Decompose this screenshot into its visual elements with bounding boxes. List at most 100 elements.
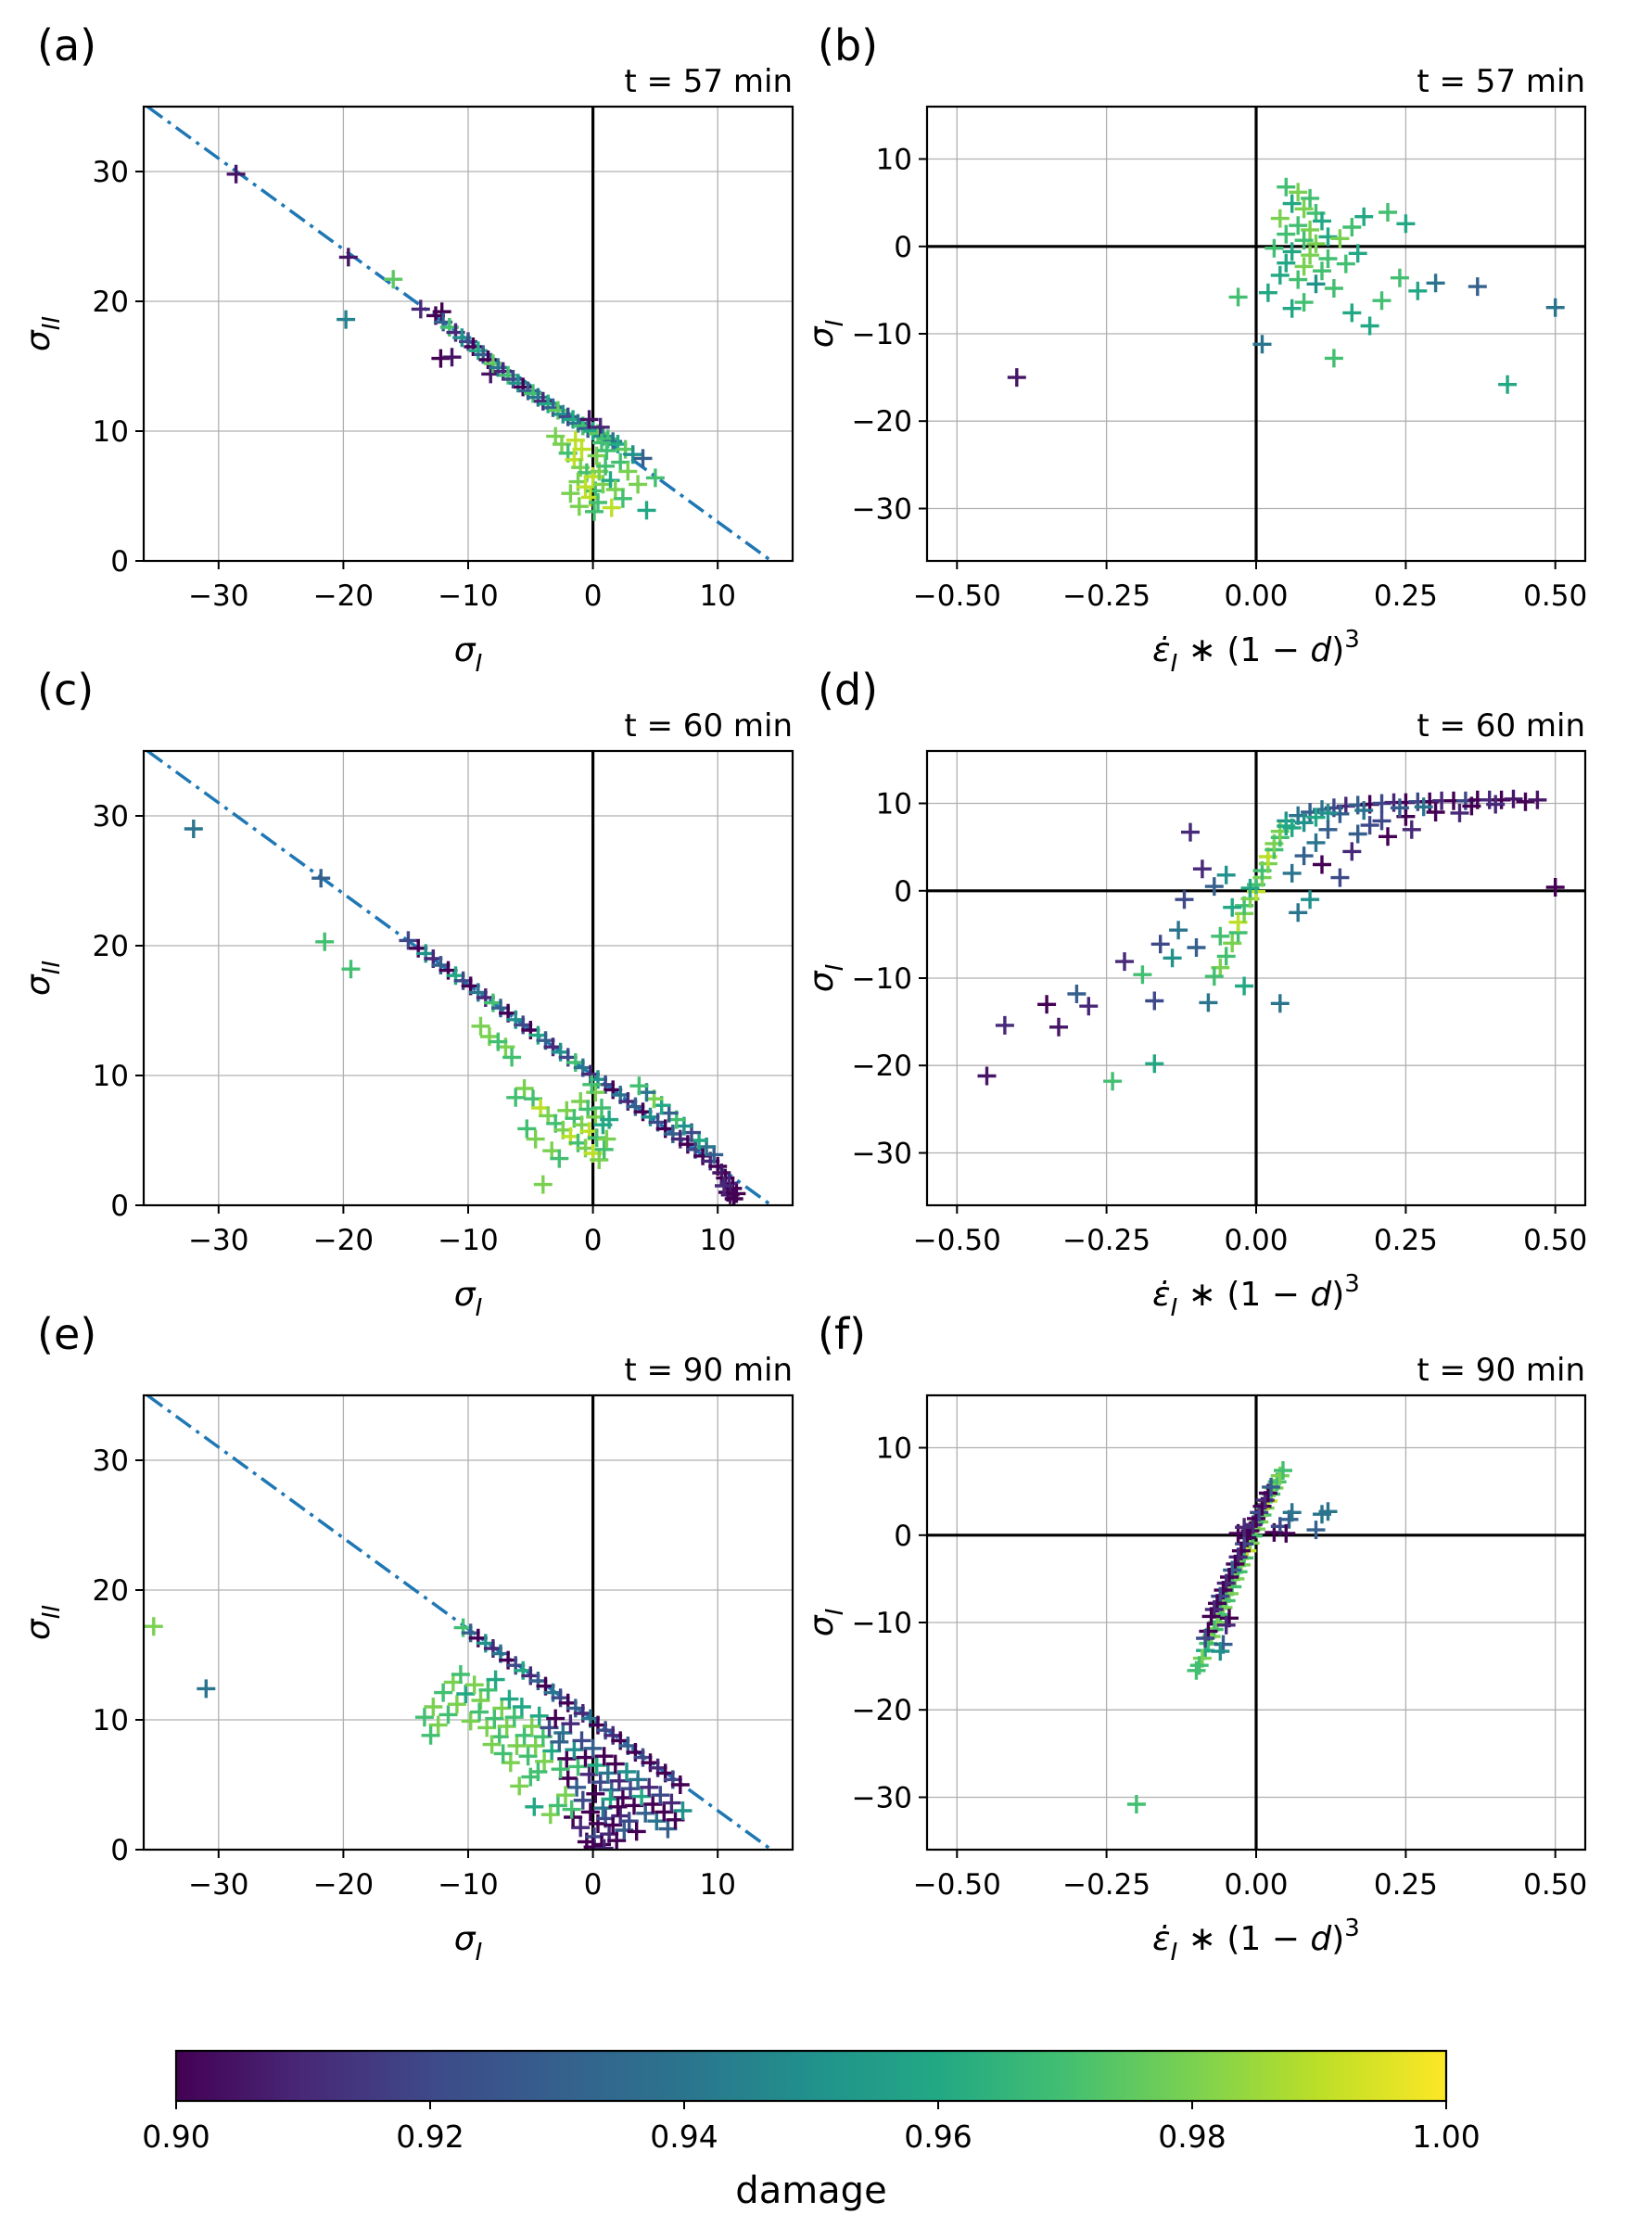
panel-e-ylabel: σII	[19, 1605, 66, 1640]
data-point	[1277, 817, 1296, 835]
colorbar-label: damage	[735, 2170, 886, 2212]
data-point	[586, 1784, 605, 1803]
data-point	[590, 1151, 609, 1169]
x-tick-label: −30	[188, 1868, 248, 1902]
data-point	[561, 484, 580, 503]
data-point	[1528, 790, 1547, 809]
data-point	[424, 1698, 443, 1716]
data-point	[1204, 967, 1224, 986]
data-point	[1318, 1502, 1338, 1521]
data-point	[1306, 833, 1326, 852]
y-tick-label: 0	[110, 1834, 129, 1867]
data-point	[565, 430, 585, 450]
panel-f-points	[1126, 1461, 1338, 1813]
data-point	[1196, 1629, 1215, 1648]
data-point	[1396, 214, 1416, 234]
panel-f: −0.50 −0.25 0.00 0.25 0.50 −30 −20 −10 0 10 t = 90…	[803, 1309, 1587, 1966]
panel-d-title: t = 60 min	[1417, 707, 1585, 744]
data-point	[1360, 816, 1379, 835]
panel-d-letter: (d)	[818, 665, 878, 715]
data-point	[651, 1786, 670, 1805]
panel-e-title: t = 90 min	[624, 1352, 793, 1389]
data-point	[1294, 293, 1314, 312]
data-point	[1079, 997, 1099, 1016]
colorbar-tick-label: 0.92	[396, 2119, 464, 2155]
data-point	[1504, 789, 1523, 808]
data-point	[1103, 1072, 1123, 1091]
data-point	[727, 1184, 746, 1203]
data-point	[548, 1796, 567, 1815]
data-point	[627, 1822, 646, 1841]
data-point	[1274, 1461, 1292, 1480]
data-point	[583, 1738, 603, 1758]
panel-b-points	[1007, 177, 1565, 394]
data-point	[1067, 985, 1087, 1003]
x-tick-label: −0.25	[1062, 1224, 1150, 1257]
y-tick-label: 10	[876, 144, 912, 177]
data-point	[1516, 792, 1535, 811]
x-tick-label: 10	[699, 1868, 735, 1902]
data-point	[338, 248, 358, 267]
data-point	[1289, 216, 1308, 235]
data-point	[451, 1665, 470, 1684]
data-point	[645, 468, 665, 488]
data-point	[1282, 299, 1302, 318]
data-point	[1282, 1503, 1302, 1522]
data-point	[1318, 803, 1338, 822]
x-tick-label: 0	[584, 1868, 603, 1902]
data-point	[613, 489, 632, 508]
yield-curve-line	[146, 1395, 773, 1850]
data-point	[1294, 199, 1314, 219]
x-tick-label: −30	[188, 579, 248, 613]
data-point	[1192, 859, 1212, 879]
data-point	[493, 1744, 513, 1763]
data-point	[1414, 797, 1433, 817]
data-point	[1235, 976, 1254, 996]
data-point	[618, 462, 638, 481]
data-point	[561, 1714, 580, 1734]
panel-a: −30 −20 −10 0 10 0 10 20 30 t = 57 min (a) σI σII	[19, 20, 794, 678]
data-point	[1545, 298, 1565, 317]
data-point	[311, 869, 331, 888]
data-point	[1342, 842, 1362, 861]
panel-b: −0.50 −0.25 0.00 0.25 0.50 −30 −20 −10 0 10 t = 57…	[803, 20, 1587, 678]
y-tick-label: −20	[852, 1050, 912, 1083]
x-tick-label: 10	[699, 579, 735, 613]
data-point	[562, 1800, 581, 1819]
colorbar: 0.90 0.92 0.94 0.96 0.98 1.00 damage	[142, 2049, 1480, 2212]
data-point	[1306, 274, 1326, 294]
data-point	[550, 1149, 569, 1168]
data-point	[977, 1066, 997, 1086]
data-point	[1450, 803, 1469, 822]
data-point	[1277, 253, 1296, 273]
data-point	[184, 820, 203, 838]
data-point	[591, 417, 610, 437]
y-tick-label: −10	[852, 1607, 912, 1640]
x-tick-label: −20	[313, 1224, 374, 1257]
data-point	[521, 1767, 540, 1787]
y-tick-label: 30	[93, 800, 129, 834]
data-point	[315, 932, 335, 951]
data-point	[1199, 993, 1218, 1012]
colorbar-tick-label: 1.00	[1412, 2119, 1480, 2155]
data-point	[1360, 316, 1379, 336]
y-tick-label: 20	[93, 1574, 129, 1608]
data-point	[1348, 824, 1367, 844]
data-point	[1211, 1642, 1230, 1661]
data-point	[1390, 798, 1409, 818]
data-point	[1187, 1661, 1206, 1680]
y-tick-label: −20	[852, 405, 912, 439]
data-point	[1282, 242, 1302, 261]
data-point	[482, 1735, 502, 1754]
panel-c-letter: (c)	[37, 665, 94, 715]
colorbar-frame	[174, 2049, 1448, 2103]
data-point	[1216, 947, 1236, 966]
data-point	[673, 1801, 693, 1820]
x-tick-label: −20	[313, 579, 374, 613]
data-point	[1282, 863, 1302, 883]
data-point	[478, 1680, 498, 1699]
data-point	[579, 410, 599, 429]
x-tick-label: 0.00	[1224, 1868, 1288, 1902]
colorbar-tick-label: 0.94	[650, 2119, 718, 2155]
data-point	[489, 1032, 508, 1051]
